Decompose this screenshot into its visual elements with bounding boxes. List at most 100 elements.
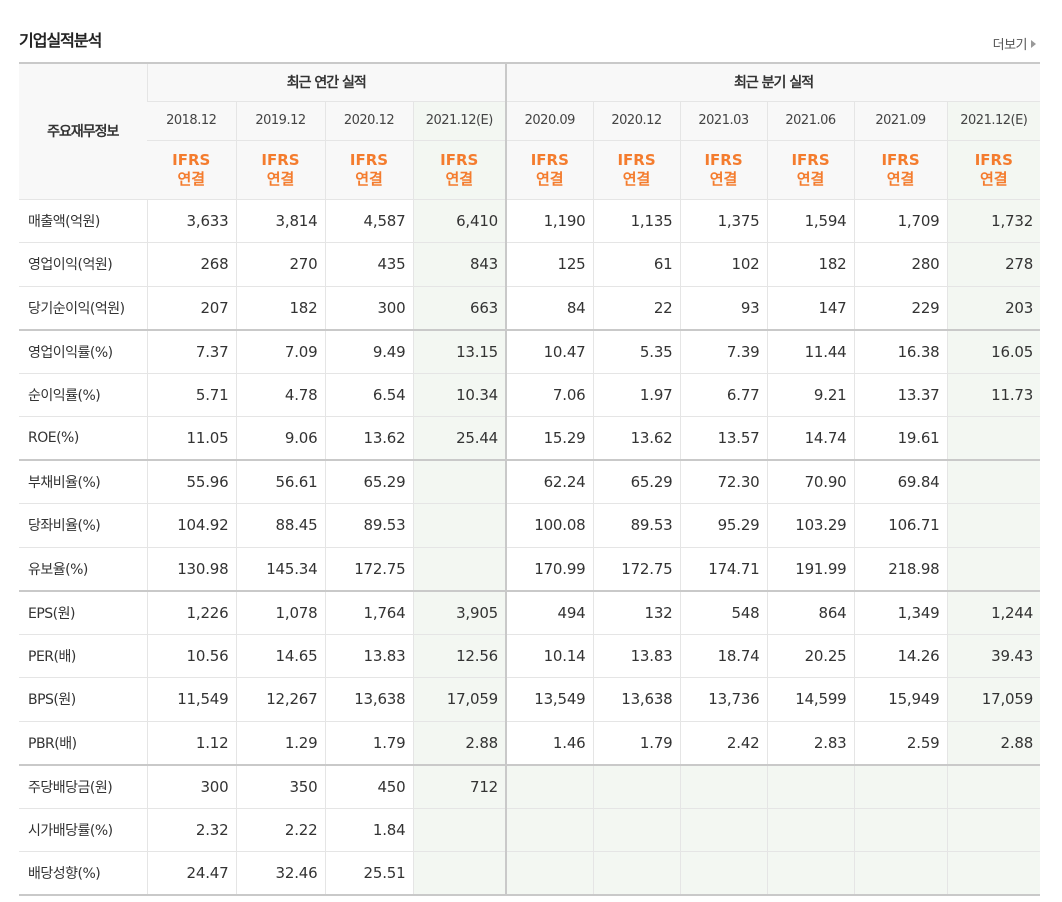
row-label: 배당성향(%) xyxy=(19,851,147,896)
more-link[interactable]: 더보기 xyxy=(993,34,1036,53)
table-cell: 39.43 xyxy=(946,634,1041,678)
table-row: ROE(%) 11.05 9.06 13.62 25.44 15.29 13.62 13.57… xyxy=(19,416,1041,461)
table-cell: 25.44 xyxy=(412,416,507,461)
table-cell xyxy=(679,851,768,896)
date-header: 2021.06 xyxy=(766,101,855,141)
ifrs-header[interactable]: IFRS 연결 xyxy=(766,140,855,200)
date-header: 2020.12 xyxy=(324,101,413,141)
table-cell xyxy=(946,547,1041,591)
table-cell: 7.37 xyxy=(146,328,236,374)
group-header-annual: 최근 연간 실적 xyxy=(146,63,507,102)
table-cell: 12,267 xyxy=(235,677,325,722)
table-cell: 1,594 xyxy=(766,199,855,243)
ifrs-header[interactable]: IFRS 연결 xyxy=(853,140,948,200)
row-label: PER(배) xyxy=(19,634,147,678)
table-cell: 56.61 xyxy=(235,459,325,504)
table-row: BPS(원) 11,549 12,267 13,638 17,059 13,549 13,6… xyxy=(19,677,1041,722)
row-label: ROE(%) xyxy=(19,416,147,461)
table-cell: 19.61 xyxy=(853,416,948,461)
consolidated-label: 연결 xyxy=(980,169,1008,188)
date-header: 2021.03 xyxy=(679,101,768,141)
table-cell: 712 xyxy=(412,763,507,809)
table-cell: 125 xyxy=(505,242,594,287)
table-cell xyxy=(592,763,681,809)
ifrs-header[interactable]: IFRS 연결 xyxy=(679,140,768,200)
table-cell: 70.90 xyxy=(766,459,855,504)
ifrs-header[interactable]: IFRS 연결 xyxy=(946,140,1041,200)
table-row: 당좌비율(%) 104.92 88.45 89.53 100.08 89.53 95.29 1… xyxy=(19,503,1041,548)
table-cell: 11.73 xyxy=(946,373,1041,417)
ifrs-header[interactable]: IFRS 연결 xyxy=(147,140,236,200)
date-header: 2021.12(E) xyxy=(946,101,1041,141)
table-cell: 14.26 xyxy=(853,634,948,678)
ifrs-header[interactable]: IFRS 연결 xyxy=(235,140,325,200)
row-label: 영업이익률(%) xyxy=(19,328,147,374)
table-cell: 61 xyxy=(592,242,681,287)
table-cell: 278 xyxy=(946,242,1041,287)
section-title: 기업실적분석 xyxy=(19,31,102,50)
table-cell: 14.65 xyxy=(235,634,325,678)
table-cell: 172.75 xyxy=(324,547,413,591)
table-cell: 100.08 xyxy=(505,503,594,548)
table-cell: 22 xyxy=(592,286,681,330)
table-cell: 6.54 xyxy=(324,373,413,417)
table-cell: 6,410 xyxy=(412,199,507,243)
table-cell: 11,549 xyxy=(146,677,236,722)
ifrs-header[interactable]: IFRS 연결 xyxy=(412,140,507,200)
table-cell: 2.88 xyxy=(412,721,507,765)
table-cell: 182 xyxy=(235,286,325,330)
table-cell: 280 xyxy=(853,242,948,287)
table-cell xyxy=(766,851,855,896)
table-row: 영업이익(억원) 268 270 435 843 125 61 102 182 280 278 xyxy=(19,242,1041,287)
table-cell: 300 xyxy=(324,286,413,330)
ifrs-header[interactable]: IFRS 연결 xyxy=(505,140,594,200)
consolidated-label: 연결 xyxy=(709,169,738,188)
table-cell: 13.62 xyxy=(592,416,681,461)
table-row: 시가배당률(%) 2.32 2.22 1.84 xyxy=(19,808,1041,852)
table-cell: 130.98 xyxy=(146,547,236,591)
table-cell: 1.97 xyxy=(592,373,681,417)
ifrs-standard-label: IFRS xyxy=(440,150,479,169)
table-row: 주당배당금(원) 300 350 450 712 xyxy=(19,763,1041,809)
table-row: 당기순이익(억원) 207 182 300 663 84 22 93 147 229 203 xyxy=(19,286,1041,330)
table-cell: 2.59 xyxy=(853,721,948,765)
table-cell: 4.78 xyxy=(235,373,325,417)
ifrs-header[interactable]: IFRS 연결 xyxy=(324,140,413,200)
table-cell: 1.29 xyxy=(235,721,325,765)
table-cell xyxy=(946,851,1041,896)
table-cell: 10.47 xyxy=(505,328,594,374)
table-cell: 843 xyxy=(412,242,507,287)
table-cell xyxy=(592,808,681,852)
ifrs-header[interactable]: IFRS 연결 xyxy=(592,140,681,200)
table-row: 배당성향(%) 24.47 32.46 25.51 xyxy=(19,851,1041,896)
table-cell: 145.34 xyxy=(235,547,325,591)
ifrs-standard-label: IFRS xyxy=(530,150,569,169)
date-header: 2021.09 xyxy=(853,101,948,141)
table-cell: 13,736 xyxy=(679,677,768,722)
row-label: 매출액(억원) xyxy=(19,199,147,243)
ifrs-standard-label: IFRS xyxy=(172,150,211,169)
table-cell: 13,638 xyxy=(324,677,413,722)
corner-header: 주요재무정보 xyxy=(19,63,147,200)
row-label: 주당배당금(원) xyxy=(19,763,147,809)
table-cell: 300 xyxy=(146,763,236,809)
date-header: 2019.12 xyxy=(235,101,325,141)
table-cell: 4,587 xyxy=(324,199,413,243)
table-cell xyxy=(766,808,855,852)
table-cell: 15,949 xyxy=(853,677,948,722)
table-cell: 24.47 xyxy=(146,851,236,896)
table-cell xyxy=(592,851,681,896)
table-cell: 11.05 xyxy=(146,416,236,461)
table-row: 매출액(억원) 3,633 3,814 4,587 6,410 1,190 1,135 1,3… xyxy=(19,199,1041,243)
table-cell: 1.79 xyxy=(592,721,681,765)
table-cell: 17,059 xyxy=(412,677,507,722)
table-cell: 663 xyxy=(412,286,507,330)
table-cell: 1,244 xyxy=(946,589,1041,635)
row-label: BPS(원) xyxy=(19,677,147,722)
group-header-quarter: 최근 분기 실적 xyxy=(505,63,1041,102)
table-cell: 16.38 xyxy=(853,328,948,374)
table-cell: 2.22 xyxy=(235,808,325,852)
table-cell: 10.34 xyxy=(412,373,507,417)
table-cell: 10.14 xyxy=(505,634,594,678)
table-cell: 207 xyxy=(146,286,236,330)
